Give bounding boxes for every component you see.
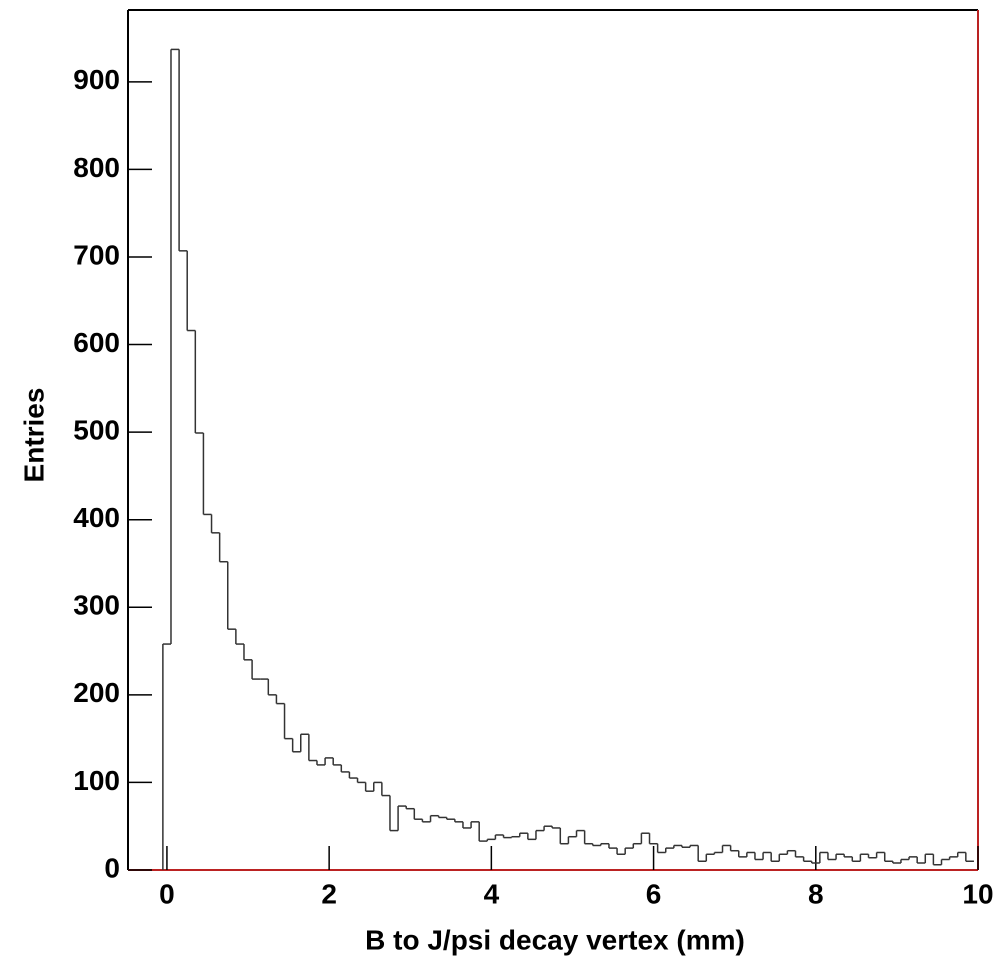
x-tick-label: 4 <box>484 878 500 909</box>
y-tick-label: 300 <box>73 590 120 621</box>
y-tick-label: 500 <box>73 415 120 446</box>
y-tick-label: 800 <box>73 152 120 183</box>
y-tick-label: 700 <box>73 239 120 270</box>
x-tick-label: 6 <box>646 878 662 909</box>
x-tick-label: 0 <box>159 878 175 909</box>
x-axis-label: B to J/psi decay vertex (mm) <box>365 924 745 955</box>
x-tick-label: 2 <box>321 878 337 909</box>
y-axis-label: Entries <box>18 388 49 483</box>
y-tick-label: 0 <box>104 852 120 883</box>
x-tick-label: 10 <box>962 878 993 909</box>
y-tick-label: 600 <box>73 327 120 358</box>
y-tick-label: 200 <box>73 677 120 708</box>
y-tick-label: 900 <box>73 64 120 95</box>
y-tick-label: 100 <box>73 765 120 796</box>
y-tick-label: 400 <box>73 502 120 533</box>
x-tick-label: 8 <box>808 878 824 909</box>
